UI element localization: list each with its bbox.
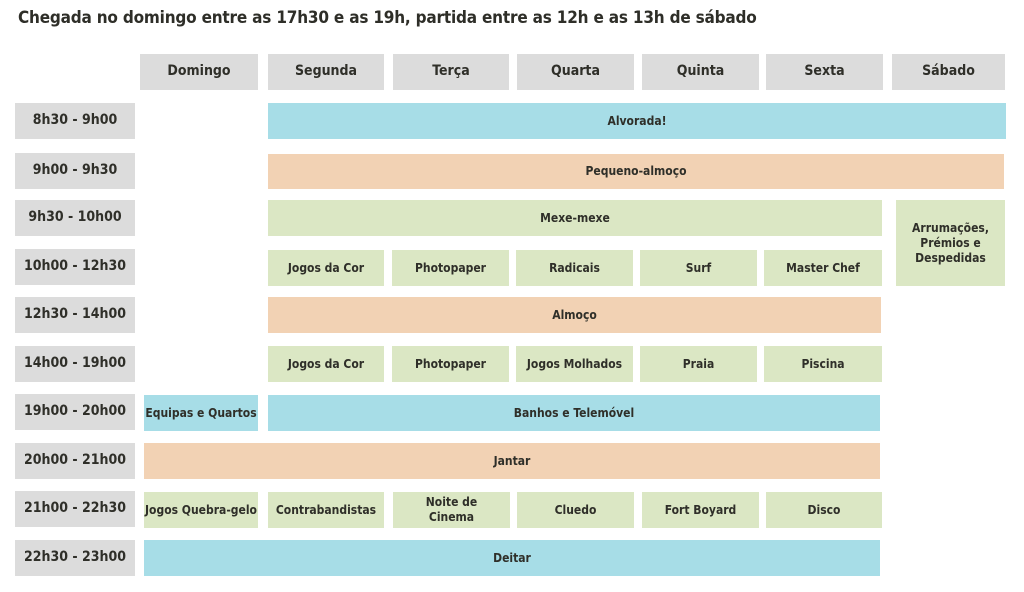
activity-morning: Surf bbox=[640, 250, 757, 286]
time-label: 22h30 - 23h00 bbox=[15, 540, 135, 576]
activity-afternoon: Photopaper bbox=[392, 346, 509, 382]
activity-evening: Fort Boyard bbox=[642, 492, 759, 528]
time-label: 12h30 - 14h00 bbox=[15, 297, 135, 333]
time-label: 19h00 - 20h00 bbox=[15, 394, 135, 430]
time-label: 20h00 - 21h00 bbox=[15, 443, 135, 479]
activity-morning: Master Chef bbox=[764, 250, 882, 286]
activity-evening: Noite de Cinema bbox=[393, 492, 510, 528]
activity-banhos-telemovel: Banhos e Telemóvel bbox=[268, 395, 880, 431]
page-title: Chegada no domingo entre as 17h30 e as 1… bbox=[18, 8, 757, 28]
time-label: 9h30 - 10h00 bbox=[15, 200, 135, 236]
activity-morning: Jogos da Cor bbox=[268, 250, 384, 286]
activity-jantar: Jantar bbox=[144, 443, 880, 479]
activity-evening: Contrabandistas bbox=[268, 492, 384, 528]
time-label: 14h00 - 19h00 bbox=[15, 346, 135, 382]
activity-evening: Jogos Quebra-gelo bbox=[144, 492, 258, 528]
activity-evening: Disco bbox=[766, 492, 882, 528]
day-header-sabado: Sábado bbox=[892, 54, 1005, 90]
time-label: 21h00 - 22h30 bbox=[15, 491, 135, 527]
day-header-terca: Terça bbox=[393, 54, 509, 90]
activity-deitar: Deitar bbox=[144, 540, 880, 576]
activity-pequeno-almoco: Pequeno-almoço bbox=[268, 154, 1004, 189]
activity-equipas-quartos: Equipas e Quartos bbox=[144, 395, 258, 431]
time-label: 10h00 - 12h30 bbox=[15, 249, 135, 285]
activity-morning: Photopaper bbox=[392, 250, 509, 286]
activity-alvorada: Alvorada! bbox=[268, 103, 1006, 139]
day-header-domingo: Domingo bbox=[140, 54, 258, 90]
activity-morning: Radicais bbox=[516, 250, 633, 286]
day-header-quarta: Quarta bbox=[517, 54, 634, 90]
activity-almoco: Almoço bbox=[268, 297, 881, 333]
activity-afternoon: Jogos Molhados bbox=[516, 346, 633, 382]
day-header-segunda: Segunda bbox=[268, 54, 384, 90]
day-header-sexta: Sexta bbox=[766, 54, 883, 90]
activity-mexe-mexe: Mexe-mexe bbox=[268, 200, 882, 236]
activity-afternoon: Piscina bbox=[764, 346, 882, 382]
activity-afternoon: Jogos da Cor bbox=[268, 346, 384, 382]
time-label: 9h00 - 9h30 bbox=[15, 153, 135, 189]
activity-evening: Cluedo bbox=[517, 492, 634, 528]
activity-afternoon: Praia bbox=[640, 346, 757, 382]
time-label: 8h30 - 9h00 bbox=[15, 103, 135, 139]
activity-arrumacoes: Arrumações, Prémios e Despedidas bbox=[896, 200, 1005, 286]
day-header-quinta: Quinta bbox=[642, 54, 759, 90]
